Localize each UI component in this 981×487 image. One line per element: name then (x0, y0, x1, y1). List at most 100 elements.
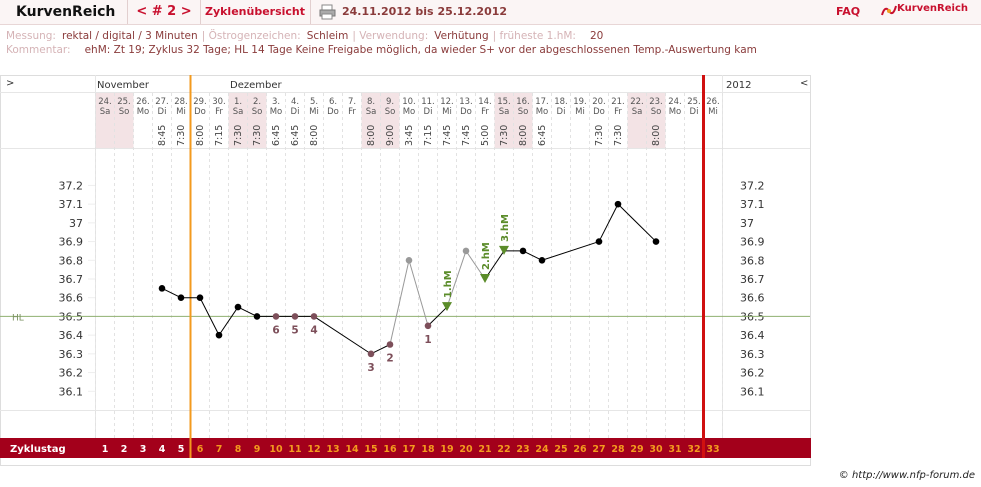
nav-right[interactable]: < (800, 78, 808, 89)
hm-marker (499, 245, 509, 255)
y-tick-label: 36.2 (59, 367, 84, 380)
weekday-label: Mi (708, 107, 718, 117)
temp-point (158, 285, 166, 292)
brand-icon (881, 5, 897, 16)
day-label: 21. (611, 97, 625, 107)
cycle-day: 6 (197, 444, 204, 455)
time-label: 8:00 (195, 125, 206, 146)
y-tick-label: 36.8 (59, 254, 84, 267)
temp-segment (237, 306, 258, 317)
weekday-label: Sa (233, 107, 244, 117)
time-label: 7:15 (423, 125, 434, 146)
weekday-label: Di (424, 107, 433, 117)
cycle-day: 1 (102, 444, 109, 455)
label: Kommentar: (6, 44, 71, 56)
weekday-label: Mi (176, 107, 186, 117)
overview-link[interactable]: Zyklenübersicht (200, 0, 311, 24)
nav-left[interactable]: > (6, 78, 14, 89)
y-tick-label: 36.6 (740, 292, 765, 305)
y-tick-label: 36.8 (740, 254, 765, 267)
temp-point (519, 247, 527, 255)
temp-segment (370, 344, 391, 355)
temp-segment (408, 260, 429, 326)
cycle-day: 4 (159, 444, 166, 455)
day-label: 18. (554, 97, 568, 107)
weekday-label: Sa (499, 107, 510, 117)
weekday-label: So (385, 107, 396, 117)
weekday-label: Do (593, 107, 605, 117)
day-label: 17. (535, 97, 549, 107)
cycle-day: 17 (402, 444, 415, 455)
cycle-day: 29 (630, 444, 643, 455)
day-label: 13. (459, 97, 473, 107)
weekday-label: Do (460, 107, 472, 117)
cycle-day: 22 (497, 444, 510, 455)
temp-segment (617, 203, 657, 242)
day-shade (247, 93, 267, 148)
y-tick-label: 37.2 (740, 179, 765, 192)
cycle-day: 16 (383, 444, 397, 455)
weekday-label: Mo (270, 107, 283, 117)
info-line: Messung: rektal / digital / 3 Minuten | Ös… (6, 30, 604, 42)
faq-link[interactable]: FAQ (836, 5, 861, 18)
cycle-day: 30 (649, 444, 663, 455)
temp-point (215, 331, 223, 339)
print-icon[interactable] (319, 4, 336, 20)
day-shade (361, 93, 381, 148)
weekday-label: Mo (403, 107, 416, 117)
cycle-nav[interactable]: < # 2 > (128, 0, 201, 24)
temp-segment (389, 260, 410, 345)
day-shade (627, 93, 647, 148)
day-label: 2. (253, 97, 261, 107)
temp-segment (161, 287, 182, 299)
weekday-label: So (518, 107, 529, 117)
temp-point (424, 322, 432, 330)
day-label: 8. (367, 97, 375, 107)
y-tick-label: 36.4 (59, 329, 84, 342)
label: Östrogenzeichen: (208, 30, 301, 42)
weekday-label: Sa (632, 107, 643, 117)
temp-point (177, 294, 185, 302)
weekday-label: Do (194, 107, 206, 117)
cycle-day: 31 (668, 444, 681, 455)
y-tick-label: 37 (740, 217, 754, 230)
value: 20 (589, 30, 604, 42)
cycle-day: 21 (478, 444, 491, 455)
y-tick-label: 36.7 (740, 273, 765, 286)
temp-point (405, 256, 413, 264)
temp-point (253, 313, 261, 320)
time-label: 8:00 (309, 125, 320, 146)
temp-point (234, 303, 242, 311)
value: rektal / digital / 3 Minuten (61, 30, 198, 42)
time-label: 7:30 (233, 125, 244, 146)
day-label: 16. (516, 97, 530, 107)
day-label: 23. (649, 97, 663, 107)
y-tick-label: 36.9 (740, 236, 765, 249)
hm-marker (442, 302, 452, 312)
cycle-day: 10 (269, 444, 283, 455)
temp-point (291, 313, 299, 320)
time-label: 6:45 (271, 125, 282, 146)
month-label: November (97, 80, 150, 91)
day-label: 4. (291, 97, 299, 107)
day-shade (380, 93, 400, 148)
y-tick-label: 36.1 (740, 385, 765, 398)
temp-point (272, 313, 280, 320)
day-label: 19. (573, 97, 587, 107)
cycle-day: 28 (611, 444, 625, 455)
cycle-day: 27 (592, 444, 605, 455)
y-tick-label: 37 (69, 217, 83, 230)
day-shade (513, 93, 533, 148)
cycle-day: 9 (254, 444, 261, 455)
cycle-label: Zyklustag (10, 444, 66, 455)
weekday-label: Di (690, 107, 699, 117)
time-label: 8:45 (157, 125, 168, 146)
y-tick-label: 37.1 (740, 198, 765, 211)
temp-segment (598, 203, 619, 242)
time-label: 7:45 (442, 125, 453, 146)
y-tick-label: 36.4 (740, 329, 765, 342)
temp-segment (541, 241, 600, 261)
logo[interactable]: KurvenReich (0, 0, 128, 24)
weekday-label: Sa (366, 107, 377, 117)
day-label: 24. (98, 97, 112, 107)
